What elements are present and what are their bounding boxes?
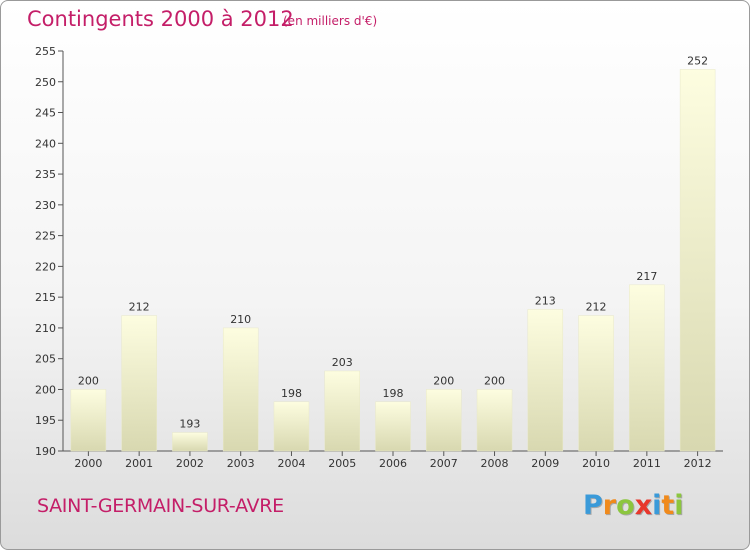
bar bbox=[172, 432, 208, 452]
logo-letter: i bbox=[652, 490, 662, 521]
bar-value-label: 212 bbox=[129, 301, 150, 314]
bar bbox=[324, 370, 360, 452]
bar-value-label: 217 bbox=[636, 270, 657, 283]
x-tick-label: 2010 bbox=[582, 457, 610, 470]
x-tick-label: 2001 bbox=[125, 457, 153, 470]
y-tick-label: 255 bbox=[35, 45, 56, 58]
x-tick-label: 2011 bbox=[633, 457, 661, 470]
bar-value-label: 213 bbox=[535, 294, 556, 307]
x-tick-label: 2005 bbox=[328, 457, 356, 470]
x-tick-label: 2002 bbox=[176, 457, 204, 470]
y-tick-label: 190 bbox=[35, 445, 56, 458]
x-tick-label: 2003 bbox=[227, 457, 255, 470]
y-tick-label: 250 bbox=[35, 76, 56, 89]
chart-subtitle: (en milliers d'€) bbox=[283, 14, 378, 28]
bar bbox=[679, 69, 716, 452]
axes: 190 195 200 205 210 215 220 225 230 235 240 245 250 2… bbox=[35, 45, 723, 470]
bar bbox=[578, 315, 614, 452]
bar bbox=[527, 309, 564, 452]
bar bbox=[476, 389, 513, 452]
commune-name: SAINT-GERMAIN-SUR-AVRE bbox=[37, 495, 284, 517]
x-tick-label: 2004 bbox=[277, 457, 305, 470]
bar bbox=[273, 401, 310, 452]
x-tick-label: 2000 bbox=[74, 457, 102, 470]
y-tick-label: 200 bbox=[35, 383, 56, 396]
y-tick-label: 210 bbox=[35, 322, 56, 335]
bar-value-label: 198 bbox=[383, 387, 404, 400]
bar bbox=[70, 389, 107, 452]
logo-letter: i bbox=[674, 490, 684, 521]
y-tick-label: 220 bbox=[35, 260, 56, 273]
bar-value-label: 200 bbox=[433, 374, 454, 387]
bar bbox=[426, 389, 462, 452]
bar bbox=[375, 401, 411, 452]
x-tick-label: 2008 bbox=[481, 457, 509, 470]
y-tick-label: 240 bbox=[35, 137, 56, 150]
bar-value-label: 212 bbox=[586, 301, 607, 314]
bar bbox=[222, 327, 259, 452]
y-tick-label: 195 bbox=[35, 414, 56, 427]
bar bbox=[629, 284, 665, 452]
y-tick-label: 205 bbox=[35, 353, 56, 366]
bar-value-label: 198 bbox=[281, 387, 302, 400]
y-tick-label: 230 bbox=[35, 199, 56, 212]
x-tick-label: 2006 bbox=[379, 457, 407, 470]
bar-value-labels: 200 212 193 210 198 203 198 200 200 213 212 217 252 bbox=[78, 54, 708, 430]
y-tick-label: 225 bbox=[35, 230, 56, 243]
bar-value-label: 200 bbox=[484, 374, 505, 387]
bars bbox=[70, 69, 716, 452]
bar-value-label: 193 bbox=[179, 418, 200, 431]
chart-title: Contingents 2000 à 2012 bbox=[27, 7, 294, 31]
bar-value-label: 203 bbox=[332, 356, 353, 369]
logo-letter: t bbox=[661, 490, 675, 521]
x-tick-label: 2012 bbox=[684, 457, 712, 470]
logo-letter: o bbox=[616, 490, 635, 521]
logo-letter: r bbox=[602, 490, 617, 521]
bar-value-label: 210 bbox=[230, 313, 251, 326]
bar-value-label: 252 bbox=[687, 54, 708, 67]
proxiti-logo: Proxiti bbox=[583, 490, 684, 521]
logo-letter: x bbox=[634, 490, 653, 521]
bar-value-label: 200 bbox=[78, 374, 99, 387]
y-tick-label: 215 bbox=[35, 291, 56, 304]
logo-letter: P bbox=[583, 490, 603, 521]
x-tick-label: 2009 bbox=[531, 457, 559, 470]
y-tick-label: 245 bbox=[35, 107, 56, 120]
bar bbox=[121, 315, 157, 452]
y-tick-label: 235 bbox=[35, 168, 56, 181]
x-tick-label: 2007 bbox=[430, 457, 458, 470]
